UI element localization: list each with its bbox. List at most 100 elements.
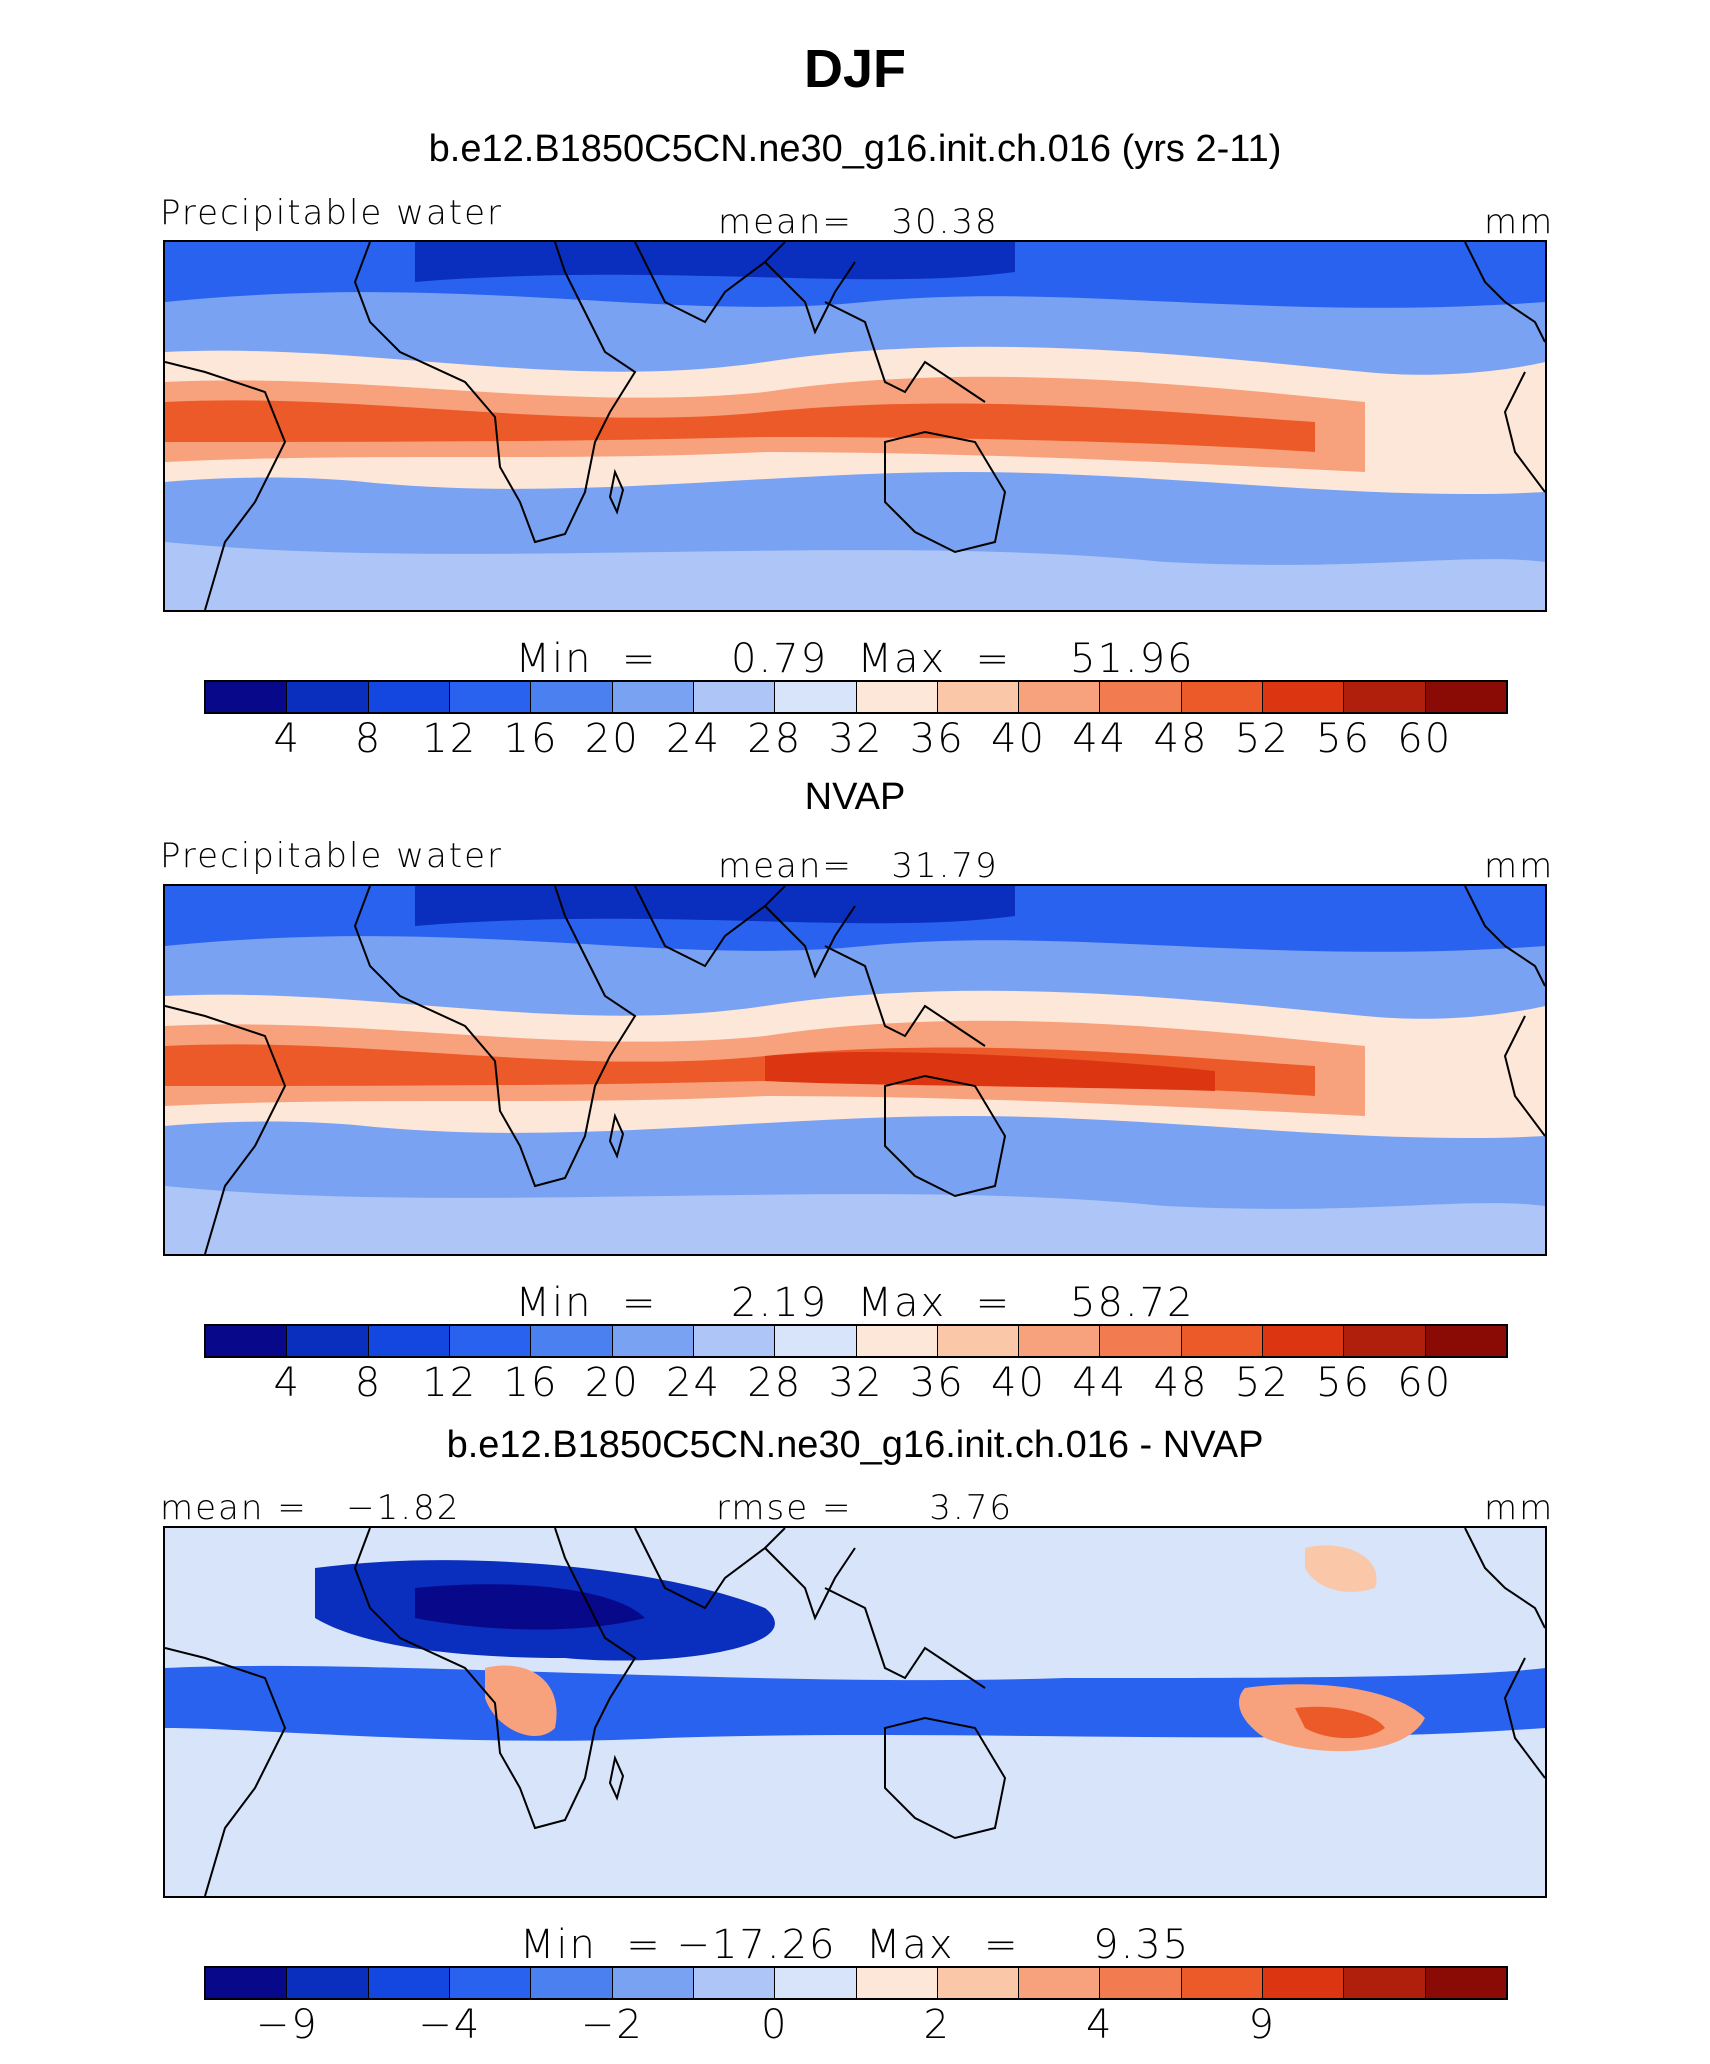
colorbar-tick-label: 44 bbox=[1072, 1360, 1128, 1406]
colorbar-swatch bbox=[775, 1968, 857, 1998]
contour-region bbox=[1305, 1545, 1377, 1592]
contour-region bbox=[485, 1665, 557, 1737]
coastline bbox=[1464, 242, 1545, 343]
colorbar-swatch bbox=[937, 1968, 1020, 1998]
coastline bbox=[1464, 1528, 1545, 1629]
colorbar-tick-label: 44 bbox=[1072, 716, 1128, 762]
coastline bbox=[1464, 886, 1545, 987]
coastline bbox=[634, 886, 786, 968]
colorbar-swatch bbox=[206, 682, 288, 712]
colorbar-tick-label: 24 bbox=[666, 1360, 721, 1406]
colorbar-swatch bbox=[206, 1326, 288, 1356]
contour-region bbox=[415, 1584, 645, 1630]
coastline bbox=[824, 301, 986, 403]
colorbar-swatch bbox=[693, 1968, 776, 1998]
contour-region bbox=[165, 400, 1315, 452]
colorbar-tick-label: 40 bbox=[991, 1360, 1046, 1406]
coastline bbox=[764, 1547, 856, 1621]
colorbar-swatch bbox=[856, 682, 938, 712]
colorbar-swatch bbox=[856, 1968, 938, 1998]
colorbar-swatch bbox=[206, 1968, 288, 1998]
colorbar-swatch bbox=[1100, 1968, 1182, 1998]
colorbar-swatch bbox=[1263, 682, 1345, 712]
colorbar-swatch bbox=[449, 1968, 532, 1998]
colorbar-swatch bbox=[368, 682, 450, 712]
colorbar-tick-label: 56 bbox=[1316, 716, 1371, 762]
coastline bbox=[608, 1112, 625, 1159]
coastline bbox=[824, 1587, 986, 1689]
colorbar-tick-label: −4 bbox=[418, 2002, 482, 2048]
panel1-title: b.e12.B1850C5CN.ne30_g16.init.ch.016 (yr… bbox=[428, 128, 1282, 170]
colorbar-tick-label: 36 bbox=[909, 716, 965, 762]
colorbar-tick-label: 20 bbox=[584, 716, 640, 762]
colorbar-tick-label: 60 bbox=[1397, 716, 1453, 762]
figure-title: DJF bbox=[803, 39, 906, 99]
colorbar-swatch bbox=[1344, 1326, 1426, 1356]
colorbar-swatch bbox=[449, 1326, 532, 1356]
panel1-colorbar-ticks: 4 8 12 16 20 24 28 32 36 40 44 48 52 56 60 bbox=[0, 716, 1710, 766]
colorbar-swatch bbox=[1344, 1968, 1426, 1998]
panel3-units: mm bbox=[1484, 1488, 1555, 1528]
colorbar-tick-label: 28 bbox=[747, 716, 803, 762]
coastline bbox=[608, 1754, 625, 1801]
colorbar-swatch bbox=[856, 1326, 938, 1356]
coastline bbox=[764, 905, 856, 979]
colorbar-swatch bbox=[531, 682, 613, 712]
colorbar-swatch bbox=[287, 1326, 369, 1356]
colorbar-tick-label: 4 bbox=[273, 716, 301, 762]
coastline bbox=[764, 261, 856, 335]
colorbar-swatch bbox=[1263, 1968, 1345, 1998]
contour-region bbox=[1295, 1706, 1385, 1739]
coastline bbox=[884, 1716, 1007, 1840]
colorbar-tick-label: 32 bbox=[828, 716, 884, 762]
colorbar-swatch bbox=[368, 1968, 450, 1998]
colorbar-swatch bbox=[287, 682, 369, 712]
colorbar-swatch bbox=[937, 1326, 1020, 1356]
panel3-colorbar bbox=[204, 1966, 1508, 2000]
panel3-rmse-label: rmse = 3.76 bbox=[716, 1488, 1013, 1528]
colorbar-swatch bbox=[1181, 1968, 1264, 1998]
coastline bbox=[165, 361, 287, 610]
colorbar-tick-label: 56 bbox=[1316, 1360, 1371, 1406]
colorbar-swatch bbox=[1181, 1326, 1264, 1356]
colorbar-tick-label: 4 bbox=[1086, 2002, 1114, 2048]
colorbar-tick-label: 20 bbox=[584, 1360, 640, 1406]
contour-region bbox=[415, 242, 1015, 282]
panel3-mean-label: mean = −1.82 bbox=[160, 1488, 461, 1528]
panel1-minmax: Min = 0.79 Max = 51.96 bbox=[515, 636, 1195, 682]
colorbar-tick-label: 16 bbox=[503, 716, 559, 762]
panel3-minmax: Min = −17.26 Max = 9.35 bbox=[519, 1922, 1191, 1968]
colorbar-tick-label: 40 bbox=[991, 716, 1046, 762]
colorbar-swatch bbox=[1019, 1968, 1101, 1998]
panel2-colorbar bbox=[204, 1324, 1508, 1358]
coastline bbox=[634, 1528, 786, 1610]
colorbar-tick-label: 60 bbox=[1397, 1360, 1453, 1406]
coastline bbox=[165, 1005, 287, 1254]
colorbar-tick-label: 24 bbox=[666, 716, 721, 762]
panel3-map bbox=[163, 1526, 1547, 1898]
colorbar-tick-label: 28 bbox=[747, 1360, 803, 1406]
coastline bbox=[353, 242, 637, 544]
colorbar-tick-label: 12 bbox=[422, 1360, 478, 1406]
colorbar-swatch bbox=[1425, 1326, 1506, 1356]
coastline bbox=[884, 430, 1007, 554]
colorbar-tick-label: 36 bbox=[909, 1360, 965, 1406]
panel1-mean-label: mean= 30.38 bbox=[718, 202, 999, 242]
coastline bbox=[165, 1647, 287, 1896]
panel3-colorbar-ticks: −9 −4 −2 0 2 4 9 bbox=[0, 2002, 1710, 2052]
colorbar-swatch bbox=[1019, 682, 1101, 712]
colorbar-swatch bbox=[1100, 682, 1182, 712]
colorbar-swatch bbox=[368, 1326, 450, 1356]
colorbar-tick-label: 2 bbox=[923, 2002, 951, 2048]
colorbar-tick-label: 48 bbox=[1153, 1360, 1209, 1406]
colorbar-tick-label: 48 bbox=[1153, 716, 1209, 762]
contour-region bbox=[415, 886, 1015, 926]
colorbar-swatch bbox=[775, 682, 857, 712]
contour-region bbox=[165, 1186, 1545, 1254]
coastline bbox=[1503, 1015, 1545, 1137]
panel1-units: mm bbox=[1484, 202, 1555, 242]
colorbar-tick-label: 9 bbox=[1248, 2002, 1276, 2048]
colorbar-swatch bbox=[531, 1326, 613, 1356]
colorbar-tick-label: −2 bbox=[580, 2002, 644, 2048]
colorbar-swatch bbox=[1100, 1326, 1182, 1356]
